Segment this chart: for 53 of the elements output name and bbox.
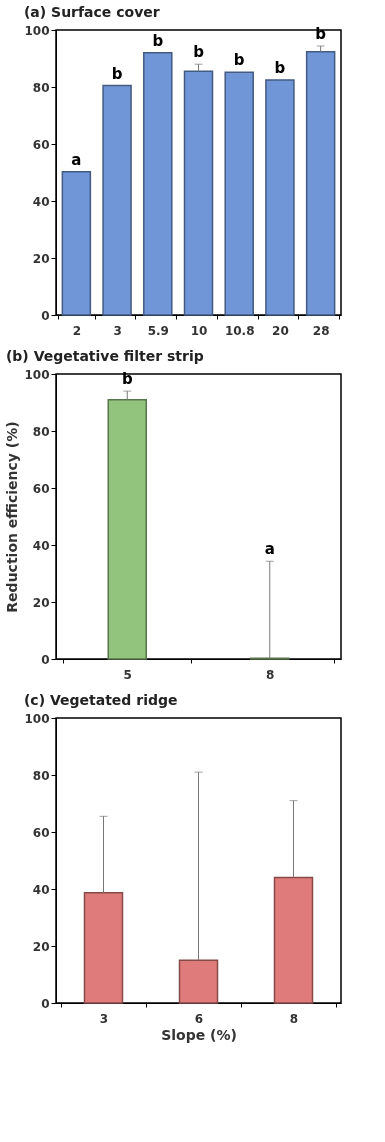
y-tick-label: 20 <box>32 595 50 610</box>
x-tick-label: 3 <box>99 1011 109 1026</box>
bar <box>183 70 214 316</box>
y-tick-label: 40 <box>32 538 50 553</box>
annotation: b <box>274 58 286 77</box>
y-tick-label: 20 <box>32 939 50 954</box>
y-tick-label: 80 <box>32 424 50 439</box>
y-tick-label: 60 <box>32 481 50 496</box>
y-tick-label: 40 <box>32 882 50 897</box>
bar <box>83 891 124 1004</box>
x-tick-label: 5 <box>123 667 132 682</box>
y-tick-label: 0 <box>41 652 50 667</box>
annotation: a <box>71 150 82 169</box>
bar <box>61 170 92 316</box>
y-axis-title: Reduction efficiency (%) <box>4 421 21 613</box>
annotation: b <box>193 43 205 62</box>
x-tick-label: 8 <box>289 1011 299 1026</box>
chart-title: (b) Vegetative filter strip <box>5 348 204 364</box>
x-tick-label: 3 <box>113 323 122 338</box>
chart-title: (a) Surface cover <box>23 4 160 20</box>
y-tick-label: 0 <box>41 996 50 1011</box>
annotation: b <box>121 370 133 389</box>
y-tick-label: 100 <box>24 23 50 38</box>
y-tick-label: 60 <box>32 825 50 840</box>
bar <box>143 52 173 316</box>
x-tick-label: 20 <box>272 323 289 338</box>
bar <box>265 79 295 316</box>
bar <box>273 876 314 1004</box>
y-tick-label: 100 <box>24 367 50 382</box>
x-tick-label: 6 <box>194 1011 204 1026</box>
y-tick-label: 20 <box>32 251 50 266</box>
x-tick-label: 28 <box>312 323 330 338</box>
y-tick-label: 80 <box>32 768 50 783</box>
bar <box>178 959 219 1004</box>
x-tick-label: 10.8 <box>224 323 255 338</box>
bar <box>102 84 132 316</box>
annotation: b <box>152 31 164 50</box>
x-tick-label: 2 <box>72 323 82 338</box>
x-axis-title: Slope (%) <box>161 1026 237 1043</box>
x-tick-label: 10 <box>190 323 208 338</box>
y-tick-label: 40 <box>32 194 50 209</box>
bar <box>224 71 254 316</box>
y-tick-label: 0 <box>41 308 50 323</box>
y-tick-label: 60 <box>32 137 50 152</box>
y-tick-label: 80 <box>32 80 50 95</box>
y-tick-label: 100 <box>24 711 50 726</box>
chart-title: (c) Vegetated ridge <box>23 692 178 708</box>
bar <box>305 50 336 316</box>
x-tick-label: 5.9 <box>147 323 169 338</box>
annotation: b <box>233 51 245 70</box>
annotation: a <box>264 540 275 559</box>
annotation: b <box>111 64 123 83</box>
x-tick-label: 8 <box>266 667 275 682</box>
